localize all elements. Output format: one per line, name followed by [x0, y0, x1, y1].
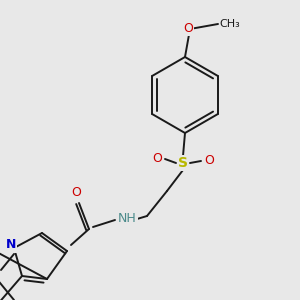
Text: S: S: [178, 156, 188, 170]
Text: NH: NH: [118, 212, 136, 226]
Text: O: O: [152, 152, 162, 166]
Text: CH₃: CH₃: [220, 19, 240, 29]
Text: O: O: [71, 185, 81, 199]
Text: O: O: [183, 22, 193, 34]
Text: O: O: [204, 154, 214, 167]
Text: N: N: [6, 238, 16, 251]
